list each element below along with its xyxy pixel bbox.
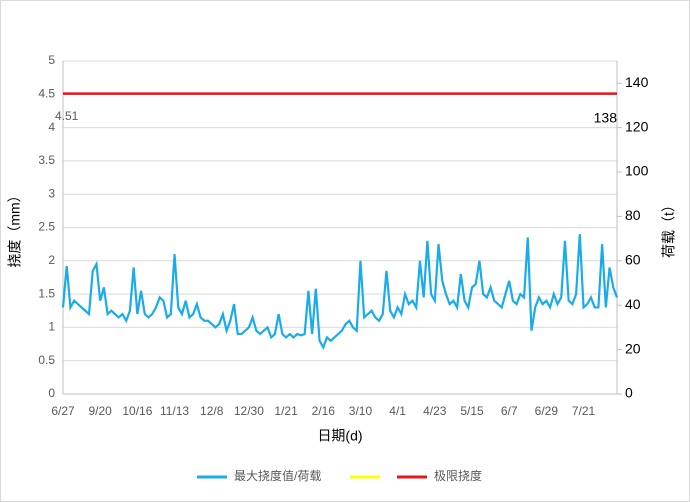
x-tick-label: 2/16 xyxy=(312,404,336,418)
legend-label: 极限挠度 xyxy=(434,468,482,483)
y-tick-label: 3 xyxy=(48,186,55,200)
y2-tick-label: 0 xyxy=(625,385,633,401)
x-tick-label: 9/20 xyxy=(89,404,113,418)
y-tick-label: 0.5 xyxy=(38,353,55,367)
legend-label: 最大挠度值/荷载 xyxy=(234,468,321,483)
y-tick-label: 3.5 xyxy=(38,153,55,167)
x-tick-label: 7/21 xyxy=(572,404,596,418)
limit-y2-label: 138 xyxy=(594,109,618,125)
x-tick-label: 6/29 xyxy=(535,404,559,418)
x-tick-label: 5/15 xyxy=(460,404,484,418)
x-tick-label: 4/1 xyxy=(389,404,406,418)
x-tick-label: 1/21 xyxy=(274,404,298,418)
x-tick-label: 12/30 xyxy=(234,404,264,418)
y-tick-label: 4.5 xyxy=(38,86,55,100)
y2-tick-label: 40 xyxy=(625,296,641,312)
y2-tick-label: 60 xyxy=(625,252,641,268)
x-tick-label: 6/7 xyxy=(501,404,518,418)
y-tick-label: 4 xyxy=(48,120,55,134)
x-tick-label: 12/8 xyxy=(200,404,224,418)
x-tick-label: 10/16 xyxy=(122,404,152,418)
x-axis-label: 日期(d) xyxy=(317,428,362,444)
y2-tick-label: 80 xyxy=(625,207,641,223)
x-tick-label: 6/27 xyxy=(51,404,75,418)
y-tick-label: 1 xyxy=(48,320,55,334)
y2-tick-label: 100 xyxy=(625,163,649,179)
y2-axis-label: 荷载（t） xyxy=(661,198,677,258)
x-tick-label: 11/13 xyxy=(160,404,189,418)
y-tick-label: 1.5 xyxy=(38,286,55,300)
y2-tick-label: 20 xyxy=(625,340,641,356)
y2-tick-label: 140 xyxy=(625,74,649,90)
limit-label: 4.51 xyxy=(55,109,79,123)
x-tick-label: 4/23 xyxy=(423,404,447,418)
y-tick-label: 2 xyxy=(48,253,55,267)
y-tick-label: 0 xyxy=(48,386,55,400)
y-tick-label: 2.5 xyxy=(38,220,55,234)
x-tick-label: 3/10 xyxy=(349,404,373,418)
y-axis-label: 挠度（mm） xyxy=(7,188,23,267)
y2-tick-label: 120 xyxy=(625,118,649,134)
y-tick-label: 5 xyxy=(48,53,55,67)
data-line xyxy=(61,234,619,350)
